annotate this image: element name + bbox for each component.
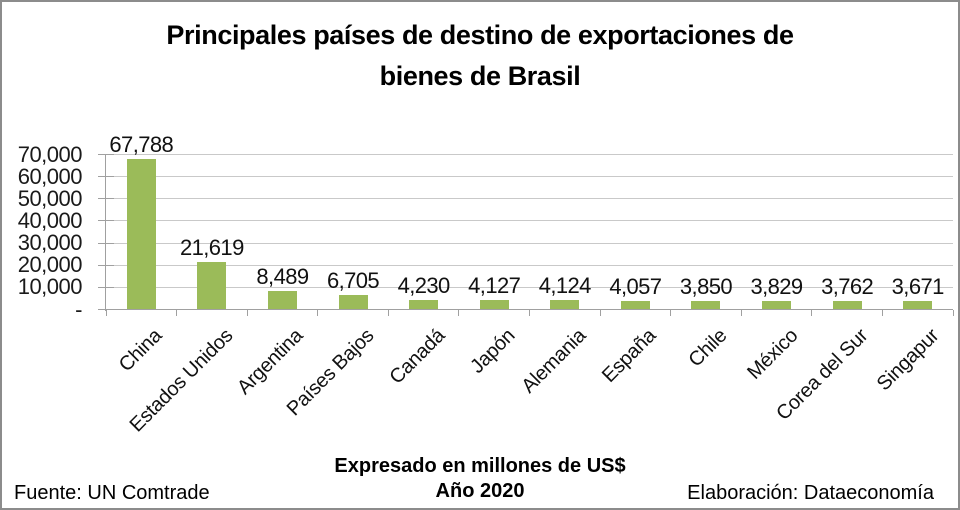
value-label-estados-unidos: 21,619 — [180, 234, 244, 260]
y-axis-tick — [98, 176, 114, 178]
y-axis-label: 70,000 — [17, 141, 83, 167]
x-axis-tick — [529, 309, 530, 316]
category-label-alemania: Alemania — [517, 324, 591, 398]
category-label-china: China — [115, 324, 167, 377]
bar-japon — [479, 300, 509, 310]
y-axis-label: 10,000 — [17, 274, 83, 300]
y-axis-label: 50,000 — [17, 185, 83, 211]
bar-estados-unidos — [197, 261, 227, 310]
bar-singapur — [903, 301, 933, 310]
gridline — [106, 264, 953, 266]
gridline — [106, 286, 953, 288]
gridline — [106, 242, 953, 244]
x-axis-tick — [387, 309, 389, 316]
chart-title-line2: bienes de Brasil — [379, 61, 581, 91]
chart-title-line1: Principales países de destino de exporta… — [166, 20, 794, 50]
gridline — [106, 176, 953, 178]
source-text: Fuente: UN Comtrade — [14, 482, 210, 504]
elaboration-text: Elaboración: Dataeconomía — [687, 482, 934, 504]
value-label-japon: 4,127 — [468, 273, 521, 299]
y-axis-tick — [98, 198, 114, 200]
category-label-argentina: Argentina — [233, 324, 308, 399]
category-label-japon: Japón — [466, 324, 520, 378]
category-label-estados-unidos: Estados Unidos — [125, 324, 238, 437]
bar-argentina — [267, 290, 297, 310]
y-axis-tick — [98, 242, 114, 244]
y-axis-label: 40,000 — [17, 207, 83, 233]
y-axis-tick — [98, 154, 114, 155]
y-axis-tick — [98, 264, 114, 266]
x-axis-tick — [740, 309, 742, 316]
value-label-mexico: 3,829 — [750, 274, 804, 300]
chart-title: Principales países de destino de exporta… — [2, 15, 958, 97]
bar-chile — [691, 300, 721, 310]
category-label-chile: Chile — [684, 324, 732, 372]
category-label-singapur: Singapur — [872, 324, 943, 396]
x-axis-tick — [881, 309, 883, 316]
x-axis-tick — [458, 309, 460, 316]
unit-note-line1: Expresado en millones de US$ — [334, 455, 626, 477]
bar-china — [126, 159, 156, 310]
value-label-china: 67,788 — [109, 132, 174, 158]
y-axis-line — [105, 154, 106, 311]
bar-mexico — [762, 301, 792, 310]
x-axis-tick — [176, 309, 178, 316]
bar-corea-del-sur — [832, 301, 862, 310]
value-label-singapur: 3,671 — [891, 274, 945, 300]
gridline — [106, 220, 953, 222]
gridline — [106, 154, 953, 155]
x-axis-tick — [105, 309, 107, 316]
value-label-alemania: 4,124 — [538, 273, 592, 299]
unit-note: Expresado en millones de US$ Año 2020 — [2, 454, 958, 504]
y-axis-label: 30,000 — [17, 230, 83, 256]
category-label-canada: Canadá — [385, 324, 449, 389]
bar-canada — [409, 300, 439, 310]
category-label-espana: España — [598, 324, 661, 387]
x-axis-tick — [811, 309, 813, 316]
bar-alemania — [550, 300, 580, 310]
x-axis-tick — [952, 309, 954, 316]
x-axis-tick — [317, 309, 319, 316]
value-label-paises-bajos: 6,705 — [327, 267, 380, 293]
x-axis-tick — [599, 309, 601, 316]
gridline — [106, 198, 953, 200]
x-axis-tick — [246, 309, 248, 316]
y-axis-label: 20,000 — [17, 252, 83, 278]
category-label-corea-del-sur: Corea del Sur — [772, 324, 873, 425]
value-label-argentina: 8,489 — [256, 263, 309, 289]
value-label-corea-del-sur: 3,762 — [821, 274, 874, 300]
bar-paises-bajos — [338, 294, 368, 310]
y-axis-tick — [98, 220, 114, 222]
y-axis-tick — [98, 286, 114, 288]
x-axis-tick — [670, 309, 672, 316]
category-label-paises-bajos: Países Bajos — [282, 324, 379, 421]
y-axis-label: 60,000 — [17, 163, 83, 189]
value-label-espana: 4,057 — [609, 273, 662, 299]
y-axis-label: - — [75, 296, 82, 322]
category-label-mexico: México — [742, 324, 802, 384]
bar-espana — [620, 300, 650, 310]
value-label-canada: 4,230 — [397, 273, 451, 299]
unit-note-line2: Año 2020 — [435, 480, 525, 502]
value-label-chile: 3,850 — [679, 273, 733, 299]
